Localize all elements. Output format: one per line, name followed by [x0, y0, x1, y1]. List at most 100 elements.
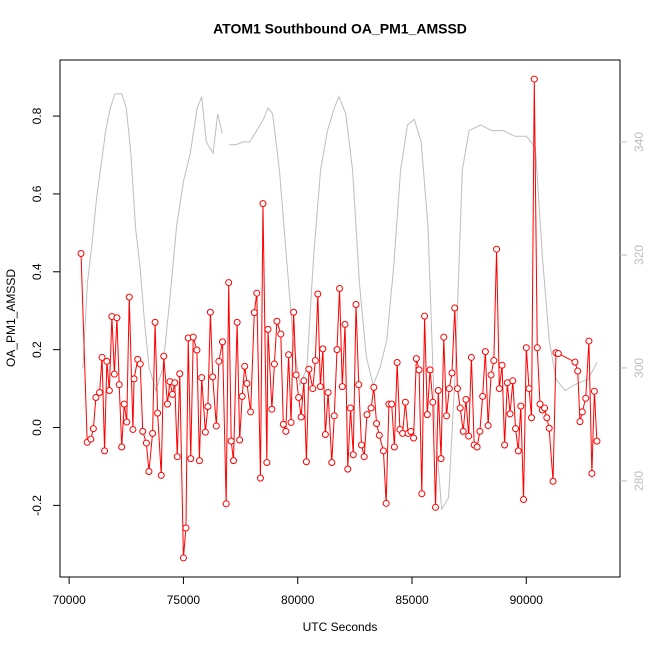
data-point [541, 404, 549, 412]
data-point [421, 312, 429, 320]
data-point [373, 420, 381, 428]
data-point [182, 524, 190, 532]
y2-tick-label: 300 [632, 358, 646, 378]
data-point [279, 420, 287, 428]
data-point [473, 443, 481, 451]
data-point [236, 436, 244, 444]
x-tick-label: 75000 [167, 593, 201, 607]
data-point [390, 443, 398, 451]
x-axis-label: UTC Seconds [303, 620, 378, 634]
data-point [311, 357, 319, 365]
data-point [198, 374, 206, 382]
data-point [367, 404, 375, 412]
data-point [225, 279, 233, 287]
y-tick-label: 0.2 [30, 341, 44, 358]
data-point [344, 465, 352, 473]
data-point [571, 358, 579, 366]
data-point [426, 366, 434, 374]
data-point [227, 437, 235, 445]
data-point [456, 404, 464, 412]
data-point [215, 357, 223, 365]
data-point [407, 427, 415, 435]
data-point [585, 337, 593, 345]
data-point [382, 499, 390, 507]
data-point [241, 362, 249, 370]
data-point [201, 428, 209, 436]
data-point [287, 418, 295, 426]
data-point [459, 427, 467, 435]
data-point [160, 352, 168, 360]
data-point [549, 477, 557, 485]
data-point [168, 390, 176, 398]
data-point [528, 414, 536, 422]
data-point [578, 408, 586, 416]
data-point [290, 308, 298, 316]
y-tick-label: 0.8 [30, 107, 44, 124]
data-point [498, 361, 506, 369]
data-point [443, 412, 451, 420]
series-line [82, 93, 598, 511]
data-point [530, 75, 538, 83]
data-point [282, 427, 290, 435]
y2-tick-label: 280 [632, 471, 646, 491]
data-point [495, 385, 503, 393]
data-point [462, 395, 470, 403]
data-point [517, 402, 525, 410]
data-point [96, 388, 104, 396]
data-point [115, 381, 123, 389]
y-axis-label: OA_PM1_AMSSD [4, 269, 18, 367]
data-point [163, 400, 171, 408]
data-point [465, 432, 473, 440]
data-point [270, 360, 278, 368]
data-point [432, 503, 440, 511]
data-point [292, 371, 300, 379]
data-point [89, 425, 97, 433]
data-point [92, 394, 100, 402]
data-point [543, 414, 551, 422]
data-point [302, 458, 310, 466]
data-point [247, 408, 255, 416]
data-point [493, 245, 501, 253]
data-point [123, 418, 131, 426]
data-point [151, 318, 159, 326]
data-point [204, 402, 212, 410]
data-point [118, 443, 126, 451]
data-point [145, 467, 153, 475]
data-point [423, 411, 431, 419]
y2-tick-label: 320 [632, 245, 646, 265]
data-point [360, 453, 368, 461]
data-point [429, 398, 437, 406]
data-point [379, 447, 387, 455]
data-point [370, 383, 378, 391]
data-point [110, 370, 118, 378]
data-point [250, 309, 258, 317]
data-point [582, 394, 590, 402]
data-point [522, 344, 530, 352]
data-point [525, 385, 533, 393]
data-point [154, 409, 162, 417]
data-point [105, 387, 113, 395]
data-point [125, 293, 133, 301]
data-point [448, 369, 456, 377]
data-point [87, 435, 95, 443]
y-tick-label: -0.2 [30, 495, 44, 516]
data-point [229, 457, 237, 465]
data-point [206, 308, 214, 316]
data-point [238, 392, 246, 400]
data-point [149, 429, 157, 437]
data-point [222, 500, 230, 508]
data-point [212, 422, 220, 430]
data-point [263, 459, 271, 467]
data-point [189, 333, 197, 341]
data-point [314, 290, 322, 298]
data-point [193, 346, 201, 354]
data-point [574, 367, 582, 375]
chart-title: ATOM1 Southbound OA_PM1_AMSSD [213, 21, 467, 37]
data-point [295, 394, 303, 402]
x-tick-label: 90000 [510, 593, 544, 607]
data-point [520, 496, 528, 504]
data-point [418, 490, 426, 498]
data-point [277, 330, 285, 338]
data-point [440, 333, 448, 341]
data-point [187, 455, 195, 463]
